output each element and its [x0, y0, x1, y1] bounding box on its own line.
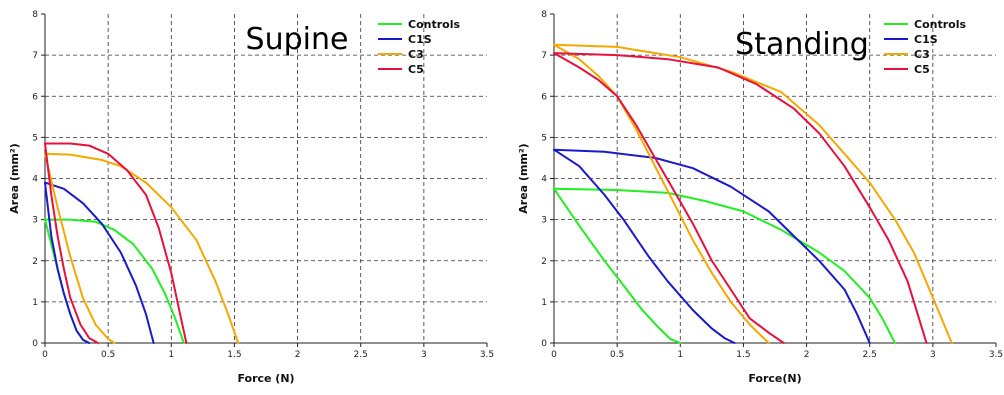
series-line-c1s: [553, 148, 871, 344]
series-line-c3: [44, 152, 240, 344]
y-tick-label: 6: [541, 92, 547, 102]
legend-label: C1S: [408, 33, 432, 46]
series-line-c5: [44, 142, 188, 344]
y-axis-title: Area (mm²): [8, 143, 21, 213]
series-line: [44, 142, 99, 344]
x-tick-label: 2.5: [354, 350, 368, 360]
x-tick-label: 1: [168, 350, 174, 360]
y-tick-label: 8: [32, 10, 38, 20]
legend-label: Controls: [408, 18, 460, 31]
x-tick-label: 3: [421, 350, 427, 360]
x-tick-label: 0.5: [101, 350, 115, 360]
series-line-controls: [553, 187, 896, 344]
y-tick-label: 3: [32, 216, 38, 226]
series-line-c5: [553, 52, 928, 344]
y-tick-label: 7: [541, 51, 547, 61]
y-tick-label: 2: [32, 257, 38, 267]
legend-label: C5: [408, 63, 424, 76]
supine-chart-panel: 0 0.5 1 1.5 2 2.5 3 3.5 0 1 2 3 4 5 6 7 8 Force (N) Area (…: [8, 10, 494, 385]
x-tick-label: 0.5: [610, 350, 624, 360]
x-tick-label: 1.5: [227, 350, 241, 360]
series-line: [44, 152, 116, 344]
x-axis-title: Force(N): [748, 372, 801, 385]
chart-title: Supine: [246, 22, 349, 57]
y-axis-title: Area (mm²): [517, 143, 530, 213]
y-tick-label: 0: [32, 339, 38, 349]
x-tick-label: 2: [295, 350, 301, 360]
series-line: [553, 43, 770, 344]
series-line: [44, 181, 91, 344]
y-tick-label: 5: [32, 133, 38, 143]
legend-label: C5: [914, 63, 930, 76]
chart-title: Standing: [735, 27, 869, 62]
y-tick-label: 0: [541, 339, 547, 349]
y-tick-label: 8: [541, 10, 547, 20]
x-tick-label: 3.5: [989, 350, 1003, 360]
legend-label: C3: [914, 48, 930, 61]
y-tick-label: 5: [541, 133, 547, 143]
y-tick-label: 4: [32, 175, 38, 185]
y-tick-label: 4: [541, 175, 547, 185]
series-line: [553, 148, 736, 344]
x-tick-label: 3.5: [480, 350, 494, 360]
x-tick-label: 1.5: [736, 350, 750, 360]
series-line-c3: [553, 43, 953, 344]
series-line-controls: [44, 218, 185, 344]
legend-label: C3: [408, 48, 424, 61]
x-tick-label: 0: [551, 350, 557, 360]
y-tick-label: 7: [32, 51, 38, 61]
x-tick-label: 2: [804, 350, 810, 360]
legend-label: Controls: [914, 18, 966, 31]
series-line: [553, 52, 785, 344]
x-tick-label: 1: [677, 350, 683, 360]
y-tick-label: 1: [32, 298, 38, 308]
standing-chart-panel: 0 0.5 1 1.5 2 2.5 3 3.5 0 1 2 3 4 5 6 7 8 Force(N) Area (m…: [517, 10, 1003, 385]
series-line: [553, 187, 682, 344]
y-tick-label: 1: [541, 298, 547, 308]
y-tick-label: 6: [32, 92, 38, 102]
y-tick-label: 3: [541, 216, 547, 226]
x-tick-label: 2.5: [863, 350, 877, 360]
x-axis-title: Force (N): [237, 372, 294, 385]
x-tick-label: 0: [42, 350, 48, 360]
y-tick-label: 2: [541, 257, 547, 267]
legend-label: C1S: [914, 33, 938, 46]
x-tick-label: 3: [930, 350, 936, 360]
series-line-c1s: [44, 181, 155, 344]
